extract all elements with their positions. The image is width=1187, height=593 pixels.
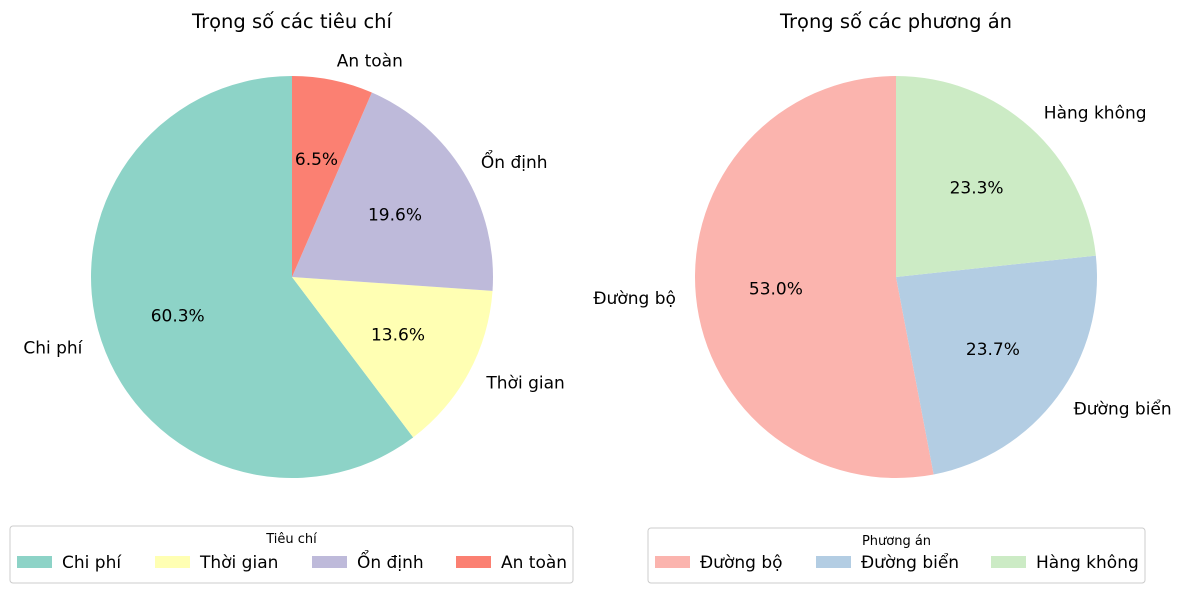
slice-percent-chi-phi: 60.3% bbox=[151, 306, 205, 326]
slice-label-duong-bien: Đường biển bbox=[1074, 399, 1172, 420]
slice-label-on-dinh: Ổn định bbox=[481, 149, 548, 173]
pie-slice-thoi-gian bbox=[292, 277, 493, 438]
legend-alternatives: Phương án Đường bộ Đường biển Hàng không bbox=[647, 527, 1146, 584]
slice-label-hang-khong: Hàng không bbox=[1044, 104, 1147, 124]
legend-frame bbox=[647, 527, 1146, 584]
legend-swatch-chi-phi bbox=[17, 556, 52, 568]
pie-slice-on-dinh bbox=[292, 92, 493, 291]
legend-label-chi-phi: Chi phí bbox=[62, 553, 122, 573]
legend-swatch-on-dinh bbox=[312, 556, 347, 568]
pie-slice-duong-bien bbox=[896, 255, 1097, 475]
pie-slice-an-toan bbox=[292, 76, 372, 277]
legend-title: Phương án bbox=[862, 534, 931, 549]
pie-slice-chi-phi bbox=[91, 76, 414, 478]
slice-percent-an-toan: 6.5% bbox=[295, 150, 338, 170]
legend-frame bbox=[9, 525, 574, 584]
chart-title-criteria: Trọng số các tiêu chí bbox=[191, 10, 393, 33]
legend-label-thoi-gian: Thời gian bbox=[199, 553, 278, 573]
pie-chart-criteria: Trọng số các tiêu chí 60.3% Chi phí 13.6% T… bbox=[23, 10, 565, 478]
pie-slice-hang-khong bbox=[896, 76, 1096, 277]
legend-swatch-an-toan bbox=[456, 556, 491, 568]
legend-title: Tiêu chí bbox=[265, 532, 317, 547]
legend-criteria: Tiêu chí Chi phí Thời gian Ổn định An toàn bbox=[9, 525, 574, 584]
legend-swatch-thoi-gian bbox=[155, 556, 190, 568]
pie-slice-duong-bo bbox=[694, 76, 934, 479]
legend-label-an-toan: An toàn bbox=[501, 553, 567, 573]
legend-label-on-dinh: Ổn định bbox=[357, 549, 424, 573]
legend-swatch-duong-bien bbox=[816, 556, 851, 568]
slice-percent-hang-khong: 23.3% bbox=[950, 178, 1004, 198]
slice-label-an-toan: An toàn bbox=[337, 52, 403, 72]
legend-swatch-hang-khong bbox=[991, 556, 1026, 568]
legend-label-duong-bien: Đường biển bbox=[861, 552, 959, 573]
legend-label-duong-bo: Đường bộ bbox=[700, 553, 783, 573]
slice-percent-thoi-gian: 13.6% bbox=[371, 325, 425, 345]
legend-swatch-duong-bo bbox=[655, 556, 690, 568]
slice-percent-duong-bien: 23.7% bbox=[966, 340, 1020, 360]
slice-label-thoi-gian: Thời gian bbox=[485, 373, 564, 393]
slice-label-chi-phi: Chi phí bbox=[23, 338, 83, 358]
slice-label-duong-bo: Đường bộ bbox=[593, 289, 676, 309]
pie-chart-alternatives: Trọng số các phương án 53.0% Đường bộ 23.7… bbox=[593, 10, 1172, 479]
legend-label-hang-khong: Hàng không bbox=[1036, 553, 1139, 573]
slice-percent-duong-bo: 53.0% bbox=[749, 279, 803, 299]
chart-title-alternatives: Trọng số các phương án bbox=[779, 10, 1012, 33]
slice-percent-on-dinh: 19.6% bbox=[368, 205, 422, 225]
